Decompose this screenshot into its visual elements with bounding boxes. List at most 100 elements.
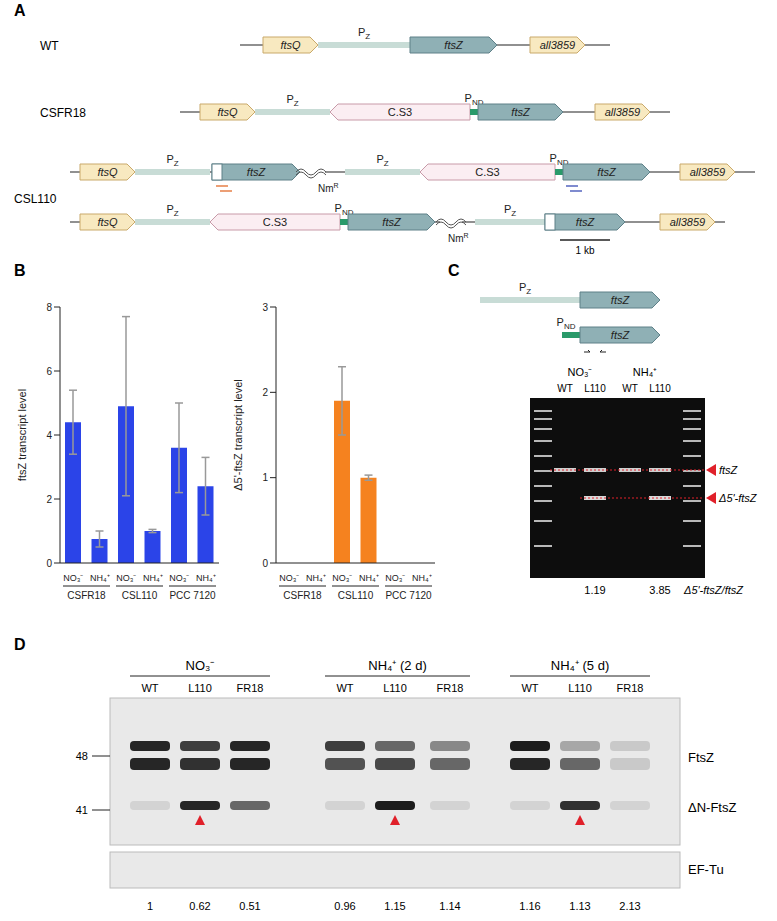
- svg-text:FR18: FR18: [237, 682, 264, 694]
- svg-text:1: 1: [262, 472, 268, 483]
- svg-text:ftsZ: ftsZ: [511, 106, 531, 118]
- svg-text:NH₄⁺ (2 d): NH₄⁺ (2 d): [368, 658, 426, 673]
- svg-text:PZ: PZ: [376, 153, 388, 168]
- svg-text:ftsZ: ftsZ: [611, 329, 631, 341]
- svg-text:ftsZ: ftsZ: [597, 166, 617, 178]
- svg-text:WT: WT: [141, 682, 158, 694]
- svg-text:L110: L110: [188, 682, 212, 694]
- svg-text:Δ5'-ftsZ: Δ5'-ftsZ: [718, 492, 758, 504]
- svg-text:NO₃⁻: NO₃⁻: [279, 573, 299, 583]
- svg-text:ftsZ: ftsZ: [576, 216, 596, 228]
- svg-text:L110: L110: [649, 383, 671, 394]
- svg-text:0: 0: [262, 558, 268, 569]
- svg-text:0.62: 0.62: [189, 900, 210, 912]
- svg-text:NO₃⁻: NO₃⁻: [332, 573, 352, 583]
- svg-text:ftsZ transcript level: ftsZ transcript level: [16, 389, 28, 481]
- svg-text:B: B: [14, 262, 26, 279]
- svg-text:L110: L110: [584, 383, 606, 394]
- svg-text:PZ: PZ: [166, 203, 178, 218]
- svg-text:all3859: all3859: [605, 106, 640, 118]
- svg-text:FR18: FR18: [437, 682, 464, 694]
- svg-text:PCC 7120: PCC 7120: [385, 590, 432, 601]
- svg-text:CSL110: CSL110: [14, 192, 57, 206]
- svg-text:WT: WT: [557, 383, 573, 394]
- svg-text:ftsZ: ftsZ: [247, 166, 267, 178]
- svg-text:ftsZ: ftsZ: [444, 39, 464, 51]
- svg-text:PZ: PZ: [286, 93, 298, 108]
- svg-text:0.51: 0.51: [239, 900, 260, 912]
- svg-text:D: D: [14, 636, 26, 653]
- svg-text:WT: WT: [336, 682, 353, 694]
- svg-text:NH₄⁺: NH₄⁺: [633, 366, 657, 378]
- svg-text:1.13: 1.13: [569, 900, 590, 912]
- svg-text:C: C: [448, 262, 460, 279]
- svg-text:A: A: [14, 2, 26, 19]
- svg-text:3: 3: [262, 302, 268, 313]
- svg-text:NO₃⁻: NO₃⁻: [385, 573, 405, 583]
- svg-text:NH₄⁺: NH₄⁺: [143, 573, 163, 583]
- svg-text:ftsQ: ftsQ: [280, 39, 301, 51]
- svg-text:1.16: 1.16: [519, 900, 540, 912]
- svg-text:NmR: NmR: [448, 232, 469, 244]
- svg-text:PND: PND: [557, 316, 576, 331]
- svg-text:NO₃⁻: NO₃⁻: [169, 573, 189, 583]
- svg-text:Δ5'-ftsZ/ftsZ: Δ5'-ftsZ/ftsZ: [683, 584, 744, 596]
- svg-text:ftsQ: ftsQ: [217, 106, 238, 118]
- svg-text:1.15: 1.15: [384, 900, 405, 912]
- svg-text:NH₄⁺ (5 d): NH₄⁺ (5 d): [551, 658, 609, 673]
- svg-text:CSFR18: CSFR18: [40, 106, 86, 120]
- svg-text:6: 6: [46, 366, 52, 377]
- svg-text:all3859: all3859: [540, 39, 575, 51]
- svg-text:C.S3: C.S3: [263, 216, 287, 228]
- svg-text:2: 2: [262, 387, 268, 398]
- svg-text:NH₄⁺: NH₄⁺: [306, 573, 326, 583]
- svg-text:1.14: 1.14: [439, 900, 460, 912]
- svg-text:ftsZ: ftsZ: [382, 216, 402, 228]
- svg-text:WT: WT: [40, 39, 59, 53]
- svg-text:1.19: 1.19: [584, 584, 605, 596]
- svg-text:FR18: FR18: [617, 682, 644, 694]
- svg-text:all3859: all3859: [690, 166, 725, 178]
- svg-text:3.85: 3.85: [649, 584, 670, 596]
- svg-text:NH₄⁺: NH₄⁺: [196, 573, 216, 583]
- svg-text:Δ5'-ftsZ transcript level: Δ5'-ftsZ transcript level: [232, 379, 244, 491]
- svg-text:PZ: PZ: [504, 203, 516, 218]
- svg-text:C.S3: C.S3: [475, 166, 499, 178]
- svg-text:all3859: all3859: [670, 216, 705, 228]
- svg-text:ftsZ: ftsZ: [719, 464, 739, 476]
- svg-text:NH₄⁺: NH₄⁺: [412, 573, 432, 583]
- svg-text:2.13: 2.13: [619, 900, 640, 912]
- svg-text:NO₃⁻: NO₃⁻: [186, 658, 215, 673]
- svg-text:ftsQ: ftsQ: [97, 216, 118, 228]
- svg-text:PZ: PZ: [358, 26, 370, 41]
- svg-text:PCC 7120: PCC 7120: [169, 590, 216, 601]
- svg-text:0.96: 0.96: [334, 900, 355, 912]
- svg-text:4: 4: [46, 430, 52, 441]
- svg-text:NH₄⁺: NH₄⁺: [90, 573, 110, 583]
- svg-text:41: 41: [76, 804, 88, 816]
- svg-text:8: 8: [46, 302, 52, 313]
- svg-text:CSFR18: CSFR18: [67, 590, 106, 601]
- svg-text:L110: L110: [383, 682, 407, 694]
- svg-text:EF-Tu: EF-Tu: [688, 862, 724, 877]
- svg-text:PZ: PZ: [166, 153, 178, 168]
- svg-text:NO₃⁻: NO₃⁻: [63, 573, 83, 583]
- svg-text:1: 1: [147, 900, 153, 912]
- svg-text:48: 48: [76, 750, 88, 762]
- svg-text:WT: WT: [622, 383, 638, 394]
- svg-text:FtsZ: FtsZ: [688, 750, 714, 765]
- svg-text:0: 0: [46, 558, 52, 569]
- svg-text:NH₄⁺: NH₄⁺: [359, 573, 379, 583]
- svg-text:ΔN-FtsZ: ΔN-FtsZ: [688, 800, 736, 815]
- svg-text:C.S3: C.S3: [388, 106, 412, 118]
- svg-text:CSL110: CSL110: [122, 590, 158, 601]
- svg-text:PZ: PZ: [519, 281, 531, 296]
- svg-text:ftsQ: ftsQ: [97, 166, 118, 178]
- svg-text:ftsZ: ftsZ: [611, 294, 631, 306]
- svg-text:L110: L110: [568, 682, 592, 694]
- svg-text:1 kb: 1 kb: [576, 245, 595, 256]
- svg-text:NmR: NmR: [318, 182, 339, 194]
- svg-text:2: 2: [46, 494, 52, 505]
- svg-text:CSL110: CSL110: [338, 590, 374, 601]
- svg-text:NO₃⁻: NO₃⁻: [116, 573, 136, 583]
